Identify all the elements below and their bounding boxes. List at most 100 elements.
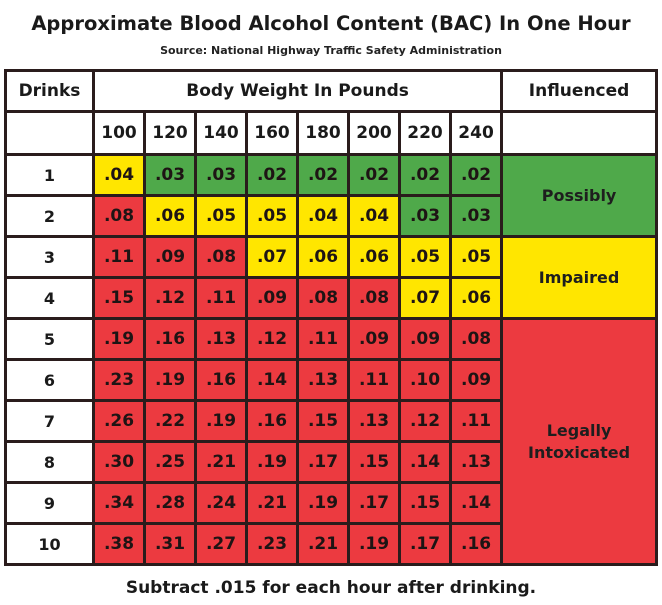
drinks-count: 3 <box>4 235 95 279</box>
bac-cell-3-drinks-120lb: .09 <box>143 235 197 279</box>
bac-cell-6-drinks-200lb: .11 <box>347 358 401 402</box>
bac-cell-6-drinks-160lb: .14 <box>245 358 299 402</box>
bac-cell-8-drinks-160lb: .19 <box>245 440 299 484</box>
bac-cell-2-drinks-120lb: .06 <box>143 194 197 238</box>
bac-cell-5-drinks-100lb: .19 <box>92 317 146 361</box>
bac-cell-10-drinks-100lb: .38 <box>92 522 146 566</box>
bac-cell-3-drinks-140lb: .08 <box>194 235 248 279</box>
table-row: 4.15.12.11.09.08.08.07.06 <box>4 276 657 320</box>
table-row: 2.08.06.05.05.04.04.03.03 <box>4 194 657 238</box>
bac-cell-2-drinks-240lb: .03 <box>448 194 504 238</box>
bac-cell-7-drinks-160lb: .16 <box>245 399 299 443</box>
bac-cell-4-drinks-240lb: .06 <box>448 276 504 320</box>
bac-cell-9-drinks-240lb: .14 <box>448 481 504 525</box>
bac-cell-10-drinks-220lb: .17 <box>398 522 452 566</box>
bac-cell-5-drinks-220lb: .09 <box>398 317 452 361</box>
bac-cell-6-drinks-220lb: .10 <box>398 358 452 402</box>
bac-cell-10-drinks-120lb: .31 <box>143 522 197 566</box>
table-row: 1.04.03.03.02.02.02.02.02 Possibly <box>4 153 658 238</box>
bac-cell-6-drinks-180lb: .13 <box>296 358 350 402</box>
bac-cell-1-drinks-220lb: .02 <box>398 153 452 197</box>
bac-cell-2-drinks-160lb: .05 <box>245 194 299 238</box>
bac-cell-4-drinks-100lb: .15 <box>92 276 146 320</box>
weight-header-240: 240 <box>448 110 504 156</box>
bac-cell-2-drinks-100lb: .08 <box>92 194 146 238</box>
bac-cell-1-drinks-120lb: .03 <box>143 153 197 197</box>
bac-cell-1-drinks-100lb: .04 <box>92 153 146 197</box>
bac-cell-8-drinks-180lb: .17 <box>296 440 350 484</box>
bac-cell-8-drinks-120lb: .25 <box>143 440 197 484</box>
bac-cell-7-drinks-180lb: .15 <box>296 399 350 443</box>
table-row: 3.11.09.08.07.06.06.05.05 Impaired <box>4 235 658 320</box>
bac-cell-10-drinks-180lb: .21 <box>296 522 350 566</box>
bac-cell-3-drinks-220lb: .05 <box>398 235 452 279</box>
blank-header-cell <box>4 110 95 156</box>
drinks-header: Drinks <box>4 69 95 113</box>
bac-cell-9-drinks-200lb: .17 <box>347 481 401 525</box>
bac-cell-6-drinks-120lb: .19 <box>143 358 197 402</box>
bac-cell-9-drinks-160lb: .21 <box>245 481 299 525</box>
bac-cell-4-drinks-180lb: .08 <box>296 276 350 320</box>
bac-cell-5-drinks-240lb: .08 <box>448 317 504 361</box>
bac-cell-7-drinks-120lb: .22 <box>143 399 197 443</box>
influence-label: Possibly <box>541 185 617 205</box>
bac-cell-1-drinks-180lb: .02 <box>296 153 350 197</box>
drinks-count: 7 <box>4 399 95 443</box>
drinks-count: 2 <box>4 194 95 238</box>
bac-cell-6-drinks-140lb: .16 <box>194 358 248 402</box>
bac-cell-3-drinks-160lb: .07 <box>245 235 299 279</box>
bac-cell-1-drinks-140lb: .03 <box>194 153 248 197</box>
bac-cell-4-drinks-160lb: .09 <box>245 276 299 320</box>
weight-header-140: 140 <box>194 110 248 156</box>
weight-header-180: 180 <box>296 110 350 156</box>
weight-header-220: 220 <box>398 110 452 156</box>
bac-cell-3-drinks-200lb: .06 <box>347 235 401 279</box>
bac-cell-1-drinks-200lb: .02 <box>347 153 401 197</box>
drinks-count: 10 <box>4 522 95 566</box>
bac-cell-9-drinks-140lb: .24 <box>194 481 248 525</box>
bac-cell-7-drinks-100lb: .26 <box>92 399 146 443</box>
bac-cell-7-drinks-140lb: .19 <box>194 399 248 443</box>
bac-cell-3-drinks-240lb: .05 <box>448 235 504 279</box>
bac-cell-4-drinks-200lb: .08 <box>347 276 401 320</box>
table-row: 9.34.28.24.21.19.17.15.14 <box>4 481 657 525</box>
chart-title: Approximate Blood Alcohol Content (BAC) … <box>31 12 631 35</box>
bac-cell-10-drinks-240lb: .16 <box>448 522 504 566</box>
drinks-count: 9 <box>4 481 95 525</box>
bac-cell-2-drinks-180lb: .04 <box>296 194 350 238</box>
bac-cell-1-drinks-240lb: .02 <box>448 153 504 197</box>
bac-cell-8-drinks-140lb: .21 <box>194 440 248 484</box>
bac-cell-5-drinks-160lb: .12 <box>245 317 299 361</box>
body-weight-header: Body Weight In Pounds <box>91 69 504 113</box>
bac-cell-2-drinks-220lb: .03 <box>398 194 452 238</box>
bac-cell-7-drinks-200lb: .13 <box>347 399 401 443</box>
bac-cell-5-drinks-120lb: .16 <box>143 317 197 361</box>
chart-footer-note: Subtract .015 for each hour after drinki… <box>125 578 537 598</box>
bac-cell-9-drinks-120lb: .28 <box>143 481 197 525</box>
bac-cell-5-drinks-140lb: .13 <box>194 317 248 361</box>
bac-cell-6-drinks-240lb: .09 <box>448 358 504 402</box>
weight-header-160: 160 <box>245 110 299 156</box>
bac-cell-4-drinks-120lb: .12 <box>143 276 197 320</box>
bac-cell-5-drinks-200lb: .09 <box>347 317 401 361</box>
influence-zone-2: Legally Intoxicated <box>500 317 658 566</box>
table-row: 10.38.31.27.23.21.19.17.16 <box>4 522 657 566</box>
influenced-header: Influenced <box>500 69 658 113</box>
drinks-count: 4 <box>4 276 95 320</box>
bac-cell-8-drinks-100lb: .30 <box>92 440 146 484</box>
drinks-count: 5 <box>4 317 95 361</box>
chart-subtitle: Source: National Highway Traffic Safety … <box>160 44 502 57</box>
weight-header-200: 200 <box>347 110 401 156</box>
drinks-count: 8 <box>4 440 95 484</box>
influence-zone-1: Impaired <box>500 235 658 320</box>
bac-cell-1-drinks-160lb: .02 <box>245 153 299 197</box>
bac-cell-2-drinks-140lb: .05 <box>194 194 248 238</box>
bac-cell-10-drinks-200lb: .19 <box>347 522 401 566</box>
bac-cell-8-drinks-200lb: .15 <box>347 440 401 484</box>
bac-cell-8-drinks-220lb: .14 <box>398 440 452 484</box>
table-row: 7.26.22.19.16.15.13.12.11 <box>4 399 657 443</box>
bac-cell-7-drinks-240lb: .11 <box>448 399 504 443</box>
influence-label: Intoxicated <box>528 442 631 462</box>
bac-cell-4-drinks-220lb: .07 <box>398 276 452 320</box>
table-row: 6.23.19.16.14.13.11.10.09 <box>4 358 657 402</box>
